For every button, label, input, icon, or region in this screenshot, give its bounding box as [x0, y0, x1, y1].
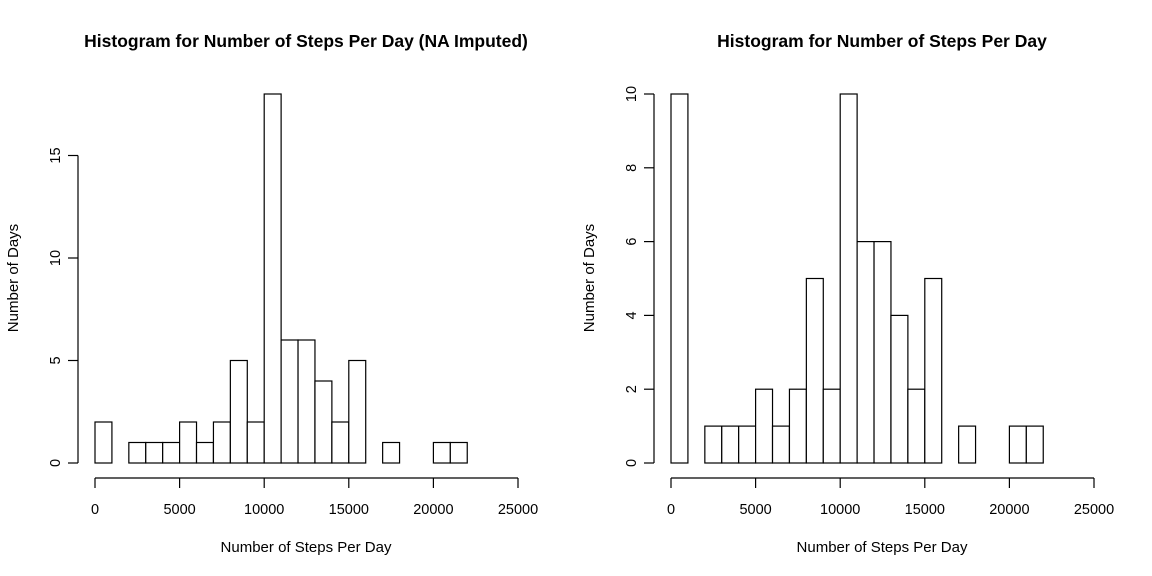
- x-tick-label: 5000: [739, 502, 771, 518]
- histogram-bar: [771, 425, 791, 464]
- histogram-panel-raw: Histogram for Number of Steps Per Day Nu…: [581, 31, 1114, 556]
- x-tick-label: 20000: [413, 502, 453, 518]
- histogram-bar: [145, 441, 164, 464]
- histogram-bar: [958, 425, 977, 464]
- histogram-bar: [94, 421, 113, 464]
- y-tick-label: 0: [624, 459, 640, 467]
- x-tick-label: 25000: [498, 502, 538, 518]
- histogram-bar: [263, 93, 282, 464]
- x-tick-label: 0: [91, 502, 99, 518]
- histogram-bar: [432, 441, 451, 464]
- histogram-bar: [856, 241, 875, 464]
- histogram-bar: [449, 441, 468, 464]
- histogram-bar: [331, 421, 350, 464]
- x-tick-label: 20000: [989, 502, 1029, 518]
- x-tick-label: 15000: [329, 502, 369, 518]
- histogram-bar: [229, 359, 248, 464]
- histogram-bar: [246, 421, 265, 464]
- y-tick-label: 8: [624, 164, 640, 172]
- histogram-bar: [822, 388, 841, 464]
- x-tick-label: 25000: [1074, 502, 1114, 518]
- y-tick-label: 6: [624, 238, 640, 246]
- histogram-bar: [839, 93, 858, 464]
- chart-title: Histogram for Number of Steps Per Day (N…: [84, 31, 528, 51]
- histogram-bar: [128, 441, 147, 464]
- y-axis-label: Number of Days: [5, 224, 22, 332]
- histogram-bar: [873, 241, 892, 464]
- histogram-bar: [314, 380, 333, 464]
- y-axis: 0 5 10 15: [48, 147, 79, 467]
- histogram-bar: [212, 421, 231, 464]
- histogram-bar: [754, 388, 774, 464]
- histogram-bar: [788, 388, 807, 464]
- histogram-bar: [1025, 425, 1044, 464]
- histogram-bar: [297, 339, 316, 464]
- x-tick-label: 10000: [244, 502, 284, 518]
- histogram-bar: [721, 425, 740, 464]
- histogram-bar: [805, 277, 824, 464]
- x-axis-label: Number of Steps Per Day: [221, 539, 392, 556]
- y-tick-label: 4: [624, 311, 640, 319]
- histogram-bar: [195, 441, 215, 464]
- chart-title: Histogram for Number of Steps Per Day: [717, 31, 1047, 51]
- histogram-bar: [179, 421, 198, 464]
- y-tick-label: 2: [624, 385, 640, 393]
- x-axis: 0 5000 10000 15000 20000 25000: [667, 477, 1114, 518]
- y-tick-label: 10: [624, 86, 640, 102]
- histogram-bar: [382, 441, 401, 464]
- x-tick-label: 0: [667, 502, 675, 518]
- y-axis-label: Number of Days: [581, 224, 598, 332]
- histogram-bar: [704, 425, 723, 464]
- y-tick-label: 10: [48, 250, 64, 266]
- y-tick-label: 5: [48, 356, 64, 364]
- bars: [94, 93, 468, 464]
- histogram-bar: [162, 441, 181, 464]
- histogram-bar: [280, 339, 299, 464]
- x-tick-label: 15000: [905, 502, 945, 518]
- histogram-panel-na-imputed: Histogram for Number of Steps Per Day (N…: [5, 31, 538, 556]
- histogram-bar: [1008, 425, 1027, 464]
- y-tick-label: 15: [48, 147, 64, 163]
- histogram-bar: [907, 388, 926, 464]
- x-axis: 0 5000 10000 15000 20000 25000: [91, 477, 538, 518]
- histogram-bar: [670, 93, 689, 464]
- histogram-bar: [348, 359, 367, 464]
- y-axis: 0 2 4 6 8 10: [624, 86, 655, 467]
- y-tick-label: 0: [48, 459, 64, 467]
- bars: [670, 93, 1044, 464]
- x-axis-label: Number of Steps Per Day: [797, 539, 968, 556]
- histogram-bar: [924, 277, 943, 464]
- x-tick-label: 10000: [820, 502, 860, 518]
- histogram-bar: [738, 425, 757, 464]
- x-tick-label: 5000: [163, 502, 195, 518]
- histogram-bar: [890, 314, 909, 464]
